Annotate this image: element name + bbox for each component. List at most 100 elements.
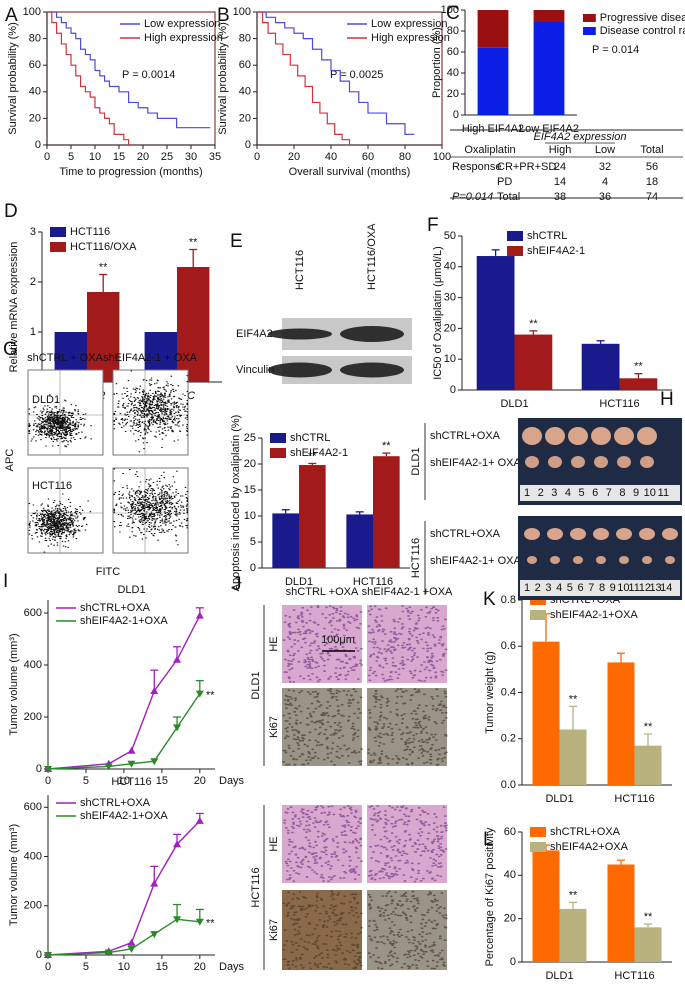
y-tick-label: 60 bbox=[504, 826, 516, 838]
group-label: HCT116 bbox=[250, 867, 262, 907]
table-cell: 36 bbox=[599, 191, 611, 203]
x-tick-label: 5 bbox=[83, 775, 89, 787]
flow-events bbox=[113, 468, 189, 546]
y-tick-label: 25 bbox=[244, 432, 256, 444]
ihc-column-label: shCTRL +OXA bbox=[286, 586, 359, 598]
table-row-label: CR+PR+SD bbox=[497, 161, 556, 173]
table-cell: 74 bbox=[646, 191, 658, 203]
panel-letter: D bbox=[4, 201, 18, 222]
tumor bbox=[591, 427, 611, 445]
ruler bbox=[520, 580, 680, 596]
survival-curve bbox=[47, 11, 211, 129]
tumor bbox=[527, 556, 537, 564]
chart-title: HCT116 bbox=[111, 776, 151, 788]
point-marker bbox=[150, 758, 159, 766]
flow-column-label: shEIF4A2-1 + OXA bbox=[103, 352, 198, 364]
legend-swatch bbox=[270, 433, 286, 443]
table-cell: 56 bbox=[646, 161, 658, 173]
table-row-label: Total bbox=[497, 191, 520, 203]
y-axis-label: IC50 of Oxaliplatin (μmol/L) bbox=[432, 246, 444, 380]
y-tick-label: 40 bbox=[504, 869, 516, 881]
tumor bbox=[596, 556, 606, 564]
table-row-label: PD bbox=[497, 176, 512, 188]
y-tick-label: 20 bbox=[447, 88, 459, 100]
growth-line bbox=[47, 820, 201, 956]
growth-line bbox=[47, 615, 201, 770]
ihc-texture bbox=[282, 890, 363, 970]
ruler-number: 2 bbox=[535, 582, 541, 594]
y-tick-label: 100 bbox=[233, 6, 251, 18]
table-cell: 38 bbox=[554, 191, 566, 203]
tumor bbox=[594, 456, 608, 468]
lane-label: HCT116 bbox=[294, 250, 306, 290]
significance: ** bbox=[634, 361, 643, 373]
bar bbox=[634, 927, 662, 962]
y-tick-label: 15 bbox=[244, 484, 256, 496]
tumor bbox=[571, 456, 585, 468]
table-header: Low bbox=[595, 144, 615, 156]
ruler-number: 4 bbox=[565, 487, 571, 499]
significance: ** bbox=[99, 261, 108, 273]
y-axis-label: Survival probability (%) bbox=[7, 22, 19, 134]
p-value: P = 0.0014 bbox=[122, 69, 175, 81]
legend-swatch bbox=[583, 14, 596, 22]
ruler-number: 3 bbox=[545, 582, 551, 594]
panel-letter: I bbox=[3, 571, 8, 592]
y-tick-label: 60 bbox=[447, 46, 459, 58]
bar bbox=[607, 864, 635, 962]
x-tick-label: HCT116 bbox=[599, 398, 639, 410]
legend-swatch bbox=[530, 610, 546, 620]
panel-letter: F bbox=[427, 215, 439, 236]
bar bbox=[272, 513, 299, 568]
point-marker bbox=[44, 766, 52, 773]
x-tick-label: 10 bbox=[118, 961, 130, 973]
bar bbox=[299, 465, 326, 568]
y-tick-label: 30 bbox=[444, 292, 456, 304]
x-tick-label: HCT116 bbox=[353, 576, 393, 588]
bar bbox=[607, 662, 635, 785]
p-value: P = 0.014 bbox=[592, 44, 639, 56]
x-tick-label: Low EIF4A2 bbox=[519, 123, 579, 135]
legend-label: shEIF4A2+OXA bbox=[550, 841, 629, 853]
table-cell: 32 bbox=[599, 161, 611, 173]
y-tick-label: 40 bbox=[29, 86, 41, 98]
panel-letter: G bbox=[3, 339, 18, 360]
x-tick-label: 0 bbox=[45, 775, 51, 787]
y-tick-label: 20 bbox=[504, 913, 516, 925]
legend-swatch bbox=[530, 842, 546, 852]
x-axis-label: Days bbox=[219, 775, 245, 787]
significance: ** bbox=[644, 911, 653, 923]
tumor bbox=[547, 528, 563, 540]
legend-label: shCTRL bbox=[290, 432, 330, 444]
flow-plot bbox=[112, 369, 189, 456]
ruler-number: 3 bbox=[551, 487, 557, 499]
legend-swatch bbox=[270, 448, 286, 458]
y-tick-label: 0 bbox=[245, 139, 251, 151]
flow-y-label: APC bbox=[4, 449, 16, 472]
ihc-texture bbox=[367, 805, 448, 883]
y-tick-label: 200 bbox=[24, 711, 42, 723]
point-marker bbox=[150, 687, 159, 694]
tumor bbox=[525, 456, 539, 468]
point-marker bbox=[173, 724, 182, 732]
point-marker bbox=[173, 916, 182, 924]
y-axis-label: Survival probability (%) bbox=[217, 22, 229, 134]
ruler-number: 14 bbox=[660, 582, 672, 594]
blot-band bbox=[340, 326, 404, 342]
legend-label: shEIF4A2-1 bbox=[527, 245, 585, 257]
scale-bar-label: 100μm bbox=[321, 634, 355, 646]
legend-label: shCTRL bbox=[527, 230, 567, 242]
ruler-number: 1 bbox=[524, 582, 530, 594]
bar bbox=[87, 292, 120, 382]
significance: ** bbox=[382, 440, 391, 452]
ruler-number: 6 bbox=[578, 582, 584, 594]
tumor bbox=[570, 528, 586, 540]
legend-swatch bbox=[530, 827, 546, 837]
significance: ** bbox=[189, 236, 198, 248]
flow-x-label: FITC bbox=[96, 566, 120, 578]
lane-label: HCT116/OXA bbox=[366, 223, 378, 290]
y-tick-label: 40 bbox=[444, 261, 456, 273]
y-tick-label: 40 bbox=[447, 67, 459, 79]
y-tick-label: 80 bbox=[29, 33, 41, 45]
